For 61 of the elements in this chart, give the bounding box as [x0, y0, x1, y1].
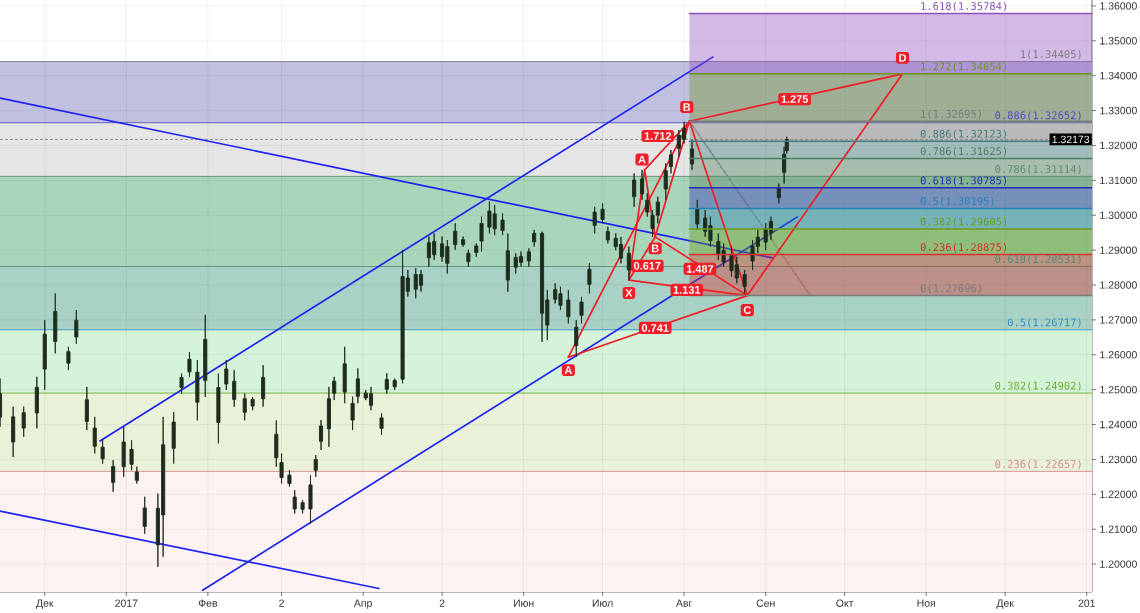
y-tick-label: 1.20000	[1100, 560, 1137, 568]
y-tick-label: 1.23000	[1100, 455, 1137, 464]
annotation: 1.131	[673, 286, 701, 294]
y-tick-label: 1.33000	[1100, 106, 1137, 115]
y-tick-label: 1.21000	[1100, 525, 1137, 533]
series-label: 0.382(1.29605)	[920, 217, 1007, 227]
x-tick-label: Авг	[675, 599, 692, 607]
y-tick-label: 1.27000	[1100, 316, 1137, 324]
x-tick-label: Дек	[36, 599, 54, 609]
y-tick-label: 1.25000	[1100, 385, 1137, 394]
x-tick-label: 201	[1078, 599, 1095, 607]
y-tick-label: 1.24000	[1100, 420, 1137, 429]
series-label: 1.618(1.35784)	[921, 1, 1007, 12]
series-label: 0.786(1.31625)	[920, 147, 1007, 157]
x-tick-label: Апр	[353, 599, 372, 609]
annotation: 1.712	[644, 132, 672, 140]
ref-line-label: 0.382(1.24902)	[995, 381, 1081, 391]
y-tick-label: 1.26000	[1100, 351, 1137, 359]
y-tick-label: 1.34000	[1100, 71, 1137, 80]
y-tick-label: 1.32000	[1100, 141, 1137, 150]
y-tick-label: 1.35000	[1100, 37, 1137, 45]
y-tick-label: 1.29000	[1100, 246, 1137, 254]
series-label: 0(1.27696)	[920, 284, 981, 294]
y-tick-label: 1.30000	[1100, 211, 1137, 219]
ref-line-label: 0.5(1.26717)	[1007, 318, 1081, 328]
annotation: C	[743, 306, 751, 314]
ref-line-label: 0.886(1.32652)	[995, 111, 1081, 121]
ref-line-label: 0.618(1.28531)	[995, 254, 1081, 265]
y-tick-label: 1.22000	[1100, 490, 1137, 499]
y-tick-label: 1.36000	[1100, 2, 1137, 10]
x-tick-label: 2	[439, 599, 445, 607]
x-tick-label: Сен	[756, 599, 775, 607]
annotation: B	[683, 103, 691, 111]
annotation: 1.275	[781, 95, 809, 103]
annotation: 1.487	[686, 265, 714, 273]
series-label: 0.618(1.30785)	[920, 176, 1007, 186]
x-tick-label: Ноя	[917, 599, 935, 607]
series-label: 0.5(1.30195)	[920, 196, 994, 207]
x-tick-label: Дек	[996, 599, 1014, 609]
annotation: D	[899, 54, 907, 62]
annotation: 0.617	[634, 261, 661, 270]
annotation: A	[638, 155, 646, 164]
annotation: A	[564, 366, 573, 374]
ref-line-label: 1.32173	[1052, 135, 1090, 144]
y-tick-label: 1.28000	[1100, 281, 1137, 289]
x-tick-label: 2	[279, 599, 284, 607]
ref-line-label: 0.786(1.31114)	[995, 164, 1081, 175]
y-tick-label: 1.31000	[1100, 176, 1137, 185]
x-tick-label: Июн	[513, 599, 534, 607]
annotation: 0.741	[641, 324, 669, 332]
x-tick-label: Фев	[198, 599, 218, 607]
x-tick-label: 2017	[115, 599, 138, 607]
series-label: 0.886(1.32123)	[920, 129, 1007, 139]
series-label: 1.272(1.34054)	[921, 62, 1007, 72]
annotation: X	[625, 289, 633, 297]
x-tick-label: Окт	[836, 599, 854, 607]
series-label: 0.236(1.28875)	[920, 242, 1007, 253]
annotation: B	[651, 244, 659, 253]
x-tick-label: Июл	[592, 599, 613, 607]
ref-line-label: 0.236(1.22657)	[995, 459, 1081, 470]
ref-line-label: 1(1.34405)	[1021, 50, 1081, 60]
